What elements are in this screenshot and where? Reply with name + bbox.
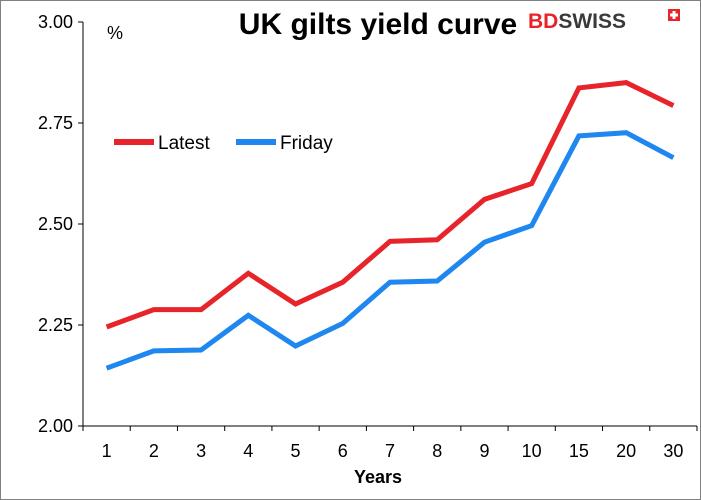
y-tick-label: 2.00: [38, 416, 73, 436]
series-line-friday: [105, 130, 675, 371]
series-layer: [105, 80, 675, 371]
x-tick-label: 5: [291, 441, 301, 461]
logo-text-swiss: SWISS: [558, 10, 626, 33]
x-tick-label: 2: [149, 441, 159, 461]
y-tick-label: 2.75: [38, 113, 73, 133]
series-line-latest: [105, 80, 675, 330]
x-tick-label: 6: [338, 441, 348, 461]
x-tick-label: 7: [385, 441, 395, 461]
y-tick-label: 3.00: [38, 12, 73, 32]
x-tick-label: 8: [432, 441, 442, 461]
x-tick-label: 9: [479, 441, 489, 461]
x-tick-label: 3: [196, 441, 206, 461]
legend-label-latest: Latest: [158, 133, 210, 154]
x-tick-label: 15: [569, 441, 589, 461]
brand-logo: BDSWISS: [528, 9, 680, 33]
x-tick-label: 30: [663, 441, 683, 461]
svg-text:BDSWISS: BDSWISS: [528, 10, 626, 33]
x-axis-label: Years: [354, 467, 402, 487]
axes: 2.00 2.25 2.50 2.75 3.00 1 2 3 4 5 6 7 8 9 10 15 20 30: [38, 12, 698, 461]
y-axis-unit-label: %: [107, 23, 123, 43]
x-tick-label: 1: [102, 441, 112, 461]
y-tick-label: 2.50: [38, 214, 73, 234]
x-tick-label: 4: [243, 441, 253, 461]
x-tick-label: 10: [522, 441, 542, 461]
swiss-cross-icon: [668, 9, 680, 21]
legend: Latest Friday: [114, 133, 333, 154]
legend-label-friday: Friday: [280, 133, 333, 154]
chart-title: UK gilts yield curve: [239, 8, 517, 41]
logo-text-bd: BD: [528, 10, 558, 33]
x-tick-label: 20: [616, 441, 636, 461]
y-tick-label: 2.25: [38, 315, 73, 335]
